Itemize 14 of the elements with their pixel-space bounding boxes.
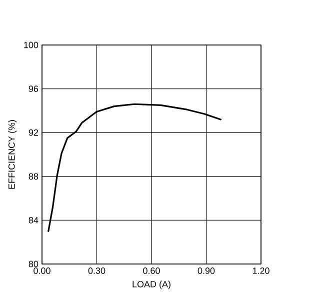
x-axis-title: LOAD (A) <box>132 280 170 290</box>
y-tick-label: 84 <box>28 217 38 224</box>
x-tick-label: 0.60 <box>143 268 160 274</box>
line-series <box>48 103 222 232</box>
y-tick-label: 88 <box>28 173 38 180</box>
y-axis-title: EFFICIENCY (%) <box>8 120 17 189</box>
x-tick-label: 1.20 <box>252 268 270 274</box>
y-tick-label: 100 <box>24 42 38 48</box>
y-tick-label: 92 <box>28 129 38 136</box>
y-tick-label: 96 <box>28 86 38 92</box>
x-tick-label: 0.90 <box>198 268 215 274</box>
x-tick-label: 0.00 <box>34 268 50 274</box>
y-tick-label: 80 <box>28 260 38 268</box>
x-tick-label: 0.30 <box>88 268 106 274</box>
